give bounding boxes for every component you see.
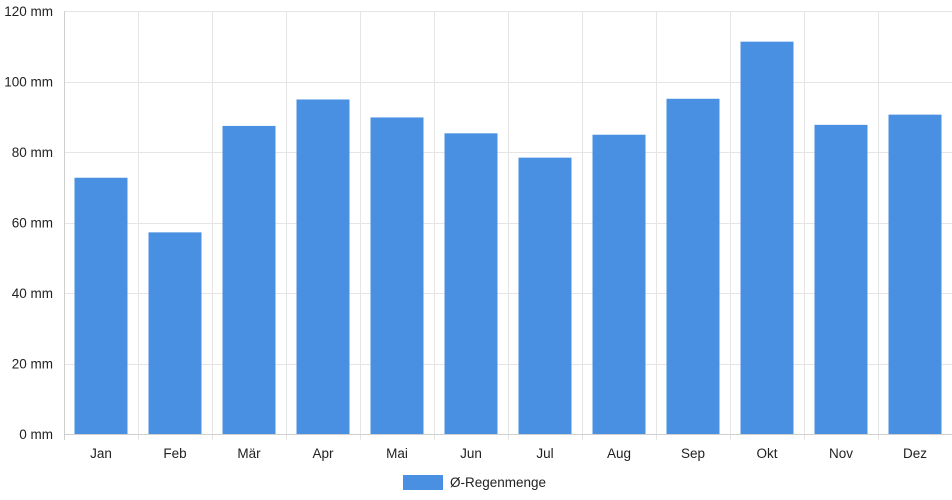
bar-feb[interactable] bbox=[148, 232, 202, 434]
y-tick-label: 80 mm bbox=[12, 145, 53, 160]
y-tick-label: 40 mm bbox=[12, 286, 53, 301]
x-tick-label: Jan bbox=[90, 446, 112, 461]
bar-dez[interactable] bbox=[888, 114, 942, 434]
y-tick-label: 20 mm bbox=[12, 357, 53, 372]
grid bbox=[64, 11, 952, 440]
y-tick-label: 60 mm bbox=[12, 216, 53, 231]
bar-apr[interactable] bbox=[296, 99, 350, 434]
y-tick-label: 120 mm bbox=[4, 4, 53, 19]
bar-jun[interactable] bbox=[444, 133, 498, 434]
y-tick-label: 0 mm bbox=[19, 427, 53, 442]
x-tick-label: Apr bbox=[312, 446, 334, 461]
bar-nov[interactable] bbox=[814, 124, 868, 435]
x-tick-label: Nov bbox=[829, 446, 853, 461]
bar-sep[interactable] bbox=[666, 98, 720, 435]
legend-label[interactable]: Ø-Regenmenge bbox=[450, 475, 546, 490]
y-axis-labels: 0 mm 20 mm 40 mm 60 mm 80 mm 100 mm 120 mm bbox=[4, 4, 53, 442]
bar-aug[interactable] bbox=[592, 134, 646, 435]
bar-jan[interactable] bbox=[74, 177, 128, 435]
x-tick-label: Jun bbox=[460, 446, 482, 461]
bar-okt[interactable] bbox=[740, 41, 794, 434]
bar-mai[interactable] bbox=[370, 117, 424, 434]
x-tick-label: Feb bbox=[163, 446, 186, 461]
y-tick-label: 100 mm bbox=[4, 75, 53, 90]
bars bbox=[74, 41, 942, 435]
legend-swatch[interactable] bbox=[403, 475, 443, 490]
x-tick-label: Mär bbox=[237, 446, 261, 461]
x-tick-label: Mai bbox=[386, 446, 408, 461]
x-tick-label: Dez bbox=[903, 446, 927, 461]
x-tick-label: Jul bbox=[536, 446, 553, 461]
x-axis-labels: Jan Feb Mär Apr Mai Jun Jul Aug Sep Okt Nov Dez bbox=[90, 446, 927, 461]
bar-mär[interactable] bbox=[222, 125, 276, 434]
x-tick-label: Sep bbox=[681, 446, 705, 461]
bar-jul[interactable] bbox=[518, 157, 572, 434]
x-tick-label: Aug bbox=[607, 446, 631, 461]
x-tick-label: Okt bbox=[756, 446, 777, 461]
legend[interactable]: Ø-Regenmenge bbox=[403, 475, 546, 490]
